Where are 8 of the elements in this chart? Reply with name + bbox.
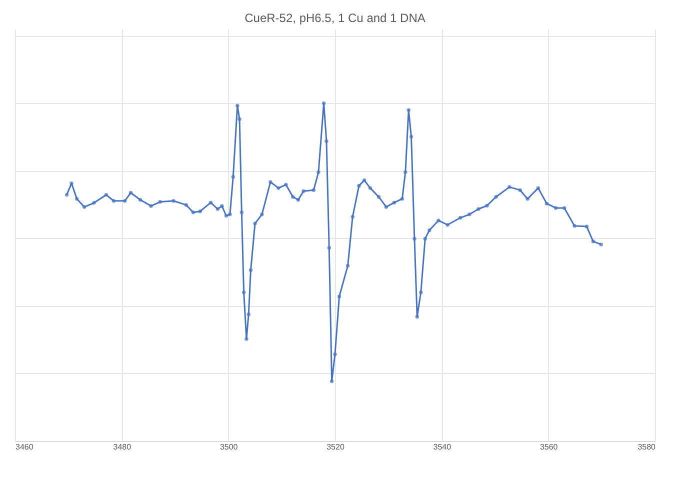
x-tick-label: 3580: [638, 442, 656, 452]
x-tick-label: 3460: [16, 442, 34, 452]
x-tick-label: 3500: [220, 442, 238, 452]
x-tick-label: 3540: [433, 442, 452, 452]
x-tick-label: 3520: [326, 442, 345, 452]
x-tick-label: 3480: [113, 442, 132, 452]
x-tick-label: 3560: [540, 442, 558, 452]
chart-title: CueR-52, pH6.5, 1 Cu and 1 DNA: [244, 11, 426, 25]
